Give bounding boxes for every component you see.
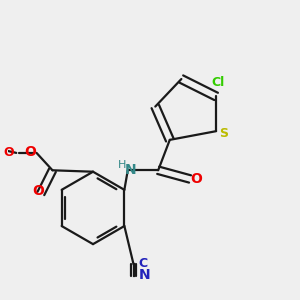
Text: N: N [139, 268, 150, 282]
Text: O: O [32, 184, 44, 198]
Text: Cl: Cl [211, 76, 224, 89]
Text: S: S [219, 127, 228, 140]
Text: O: O [24, 145, 36, 159]
Text: O: O [190, 172, 202, 186]
Text: H: H [118, 160, 127, 170]
Text: O: O [3, 146, 14, 159]
Text: N: N [125, 163, 136, 177]
Text: C: C [139, 257, 148, 270]
